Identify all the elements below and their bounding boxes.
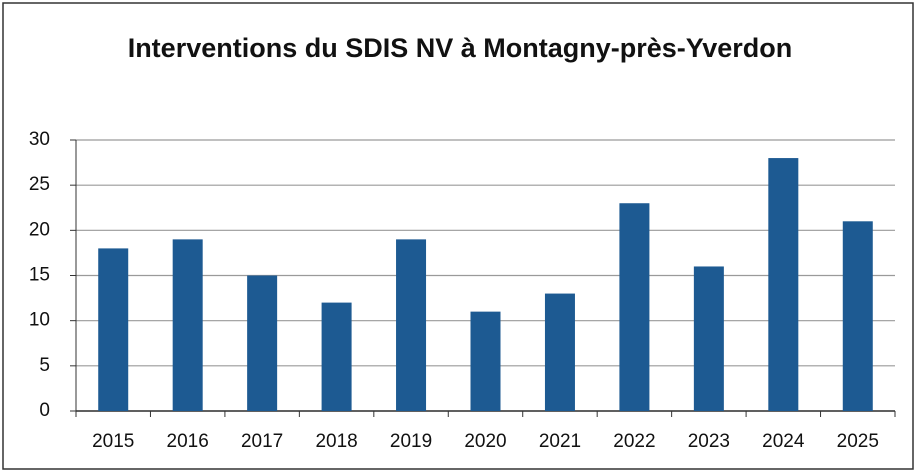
x-tick-label: 2018 [315, 431, 357, 452]
bar [619, 203, 650, 411]
bar [693, 266, 724, 411]
y-tick-label: 30 [29, 129, 50, 150]
bar [842, 221, 873, 411]
x-tick-label: 2017 [241, 431, 283, 452]
bar [247, 275, 278, 411]
y-tick-label: 20 [29, 219, 50, 240]
bar [544, 293, 575, 411]
x-tick-label: 2023 [688, 431, 730, 452]
x-tick-label: 2016 [167, 431, 209, 452]
bar [768, 158, 799, 411]
y-tick-label: 10 [29, 310, 50, 331]
x-tick-label: 2025 [837, 431, 879, 452]
x-tick-label: 2019 [390, 431, 432, 452]
bar [172, 239, 203, 411]
chart-title: Interventions du SDIS NV à Montagny-près… [127, 33, 793, 63]
y-tick-label: 0 [39, 400, 50, 421]
bar [470, 311, 501, 411]
bar [396, 239, 427, 411]
x-tick-label: 2020 [464, 431, 506, 452]
y-tick-label: 15 [29, 265, 50, 286]
x-tick-label: 2021 [539, 431, 581, 452]
bar [321, 302, 352, 411]
x-tick-label: 2022 [613, 431, 655, 452]
x-tick-label: 2015 [92, 431, 134, 452]
y-tick-label: 5 [39, 355, 50, 376]
bar [98, 248, 129, 411]
y-tick-label: 25 [29, 174, 50, 195]
x-tick-label: 2024 [762, 431, 805, 452]
